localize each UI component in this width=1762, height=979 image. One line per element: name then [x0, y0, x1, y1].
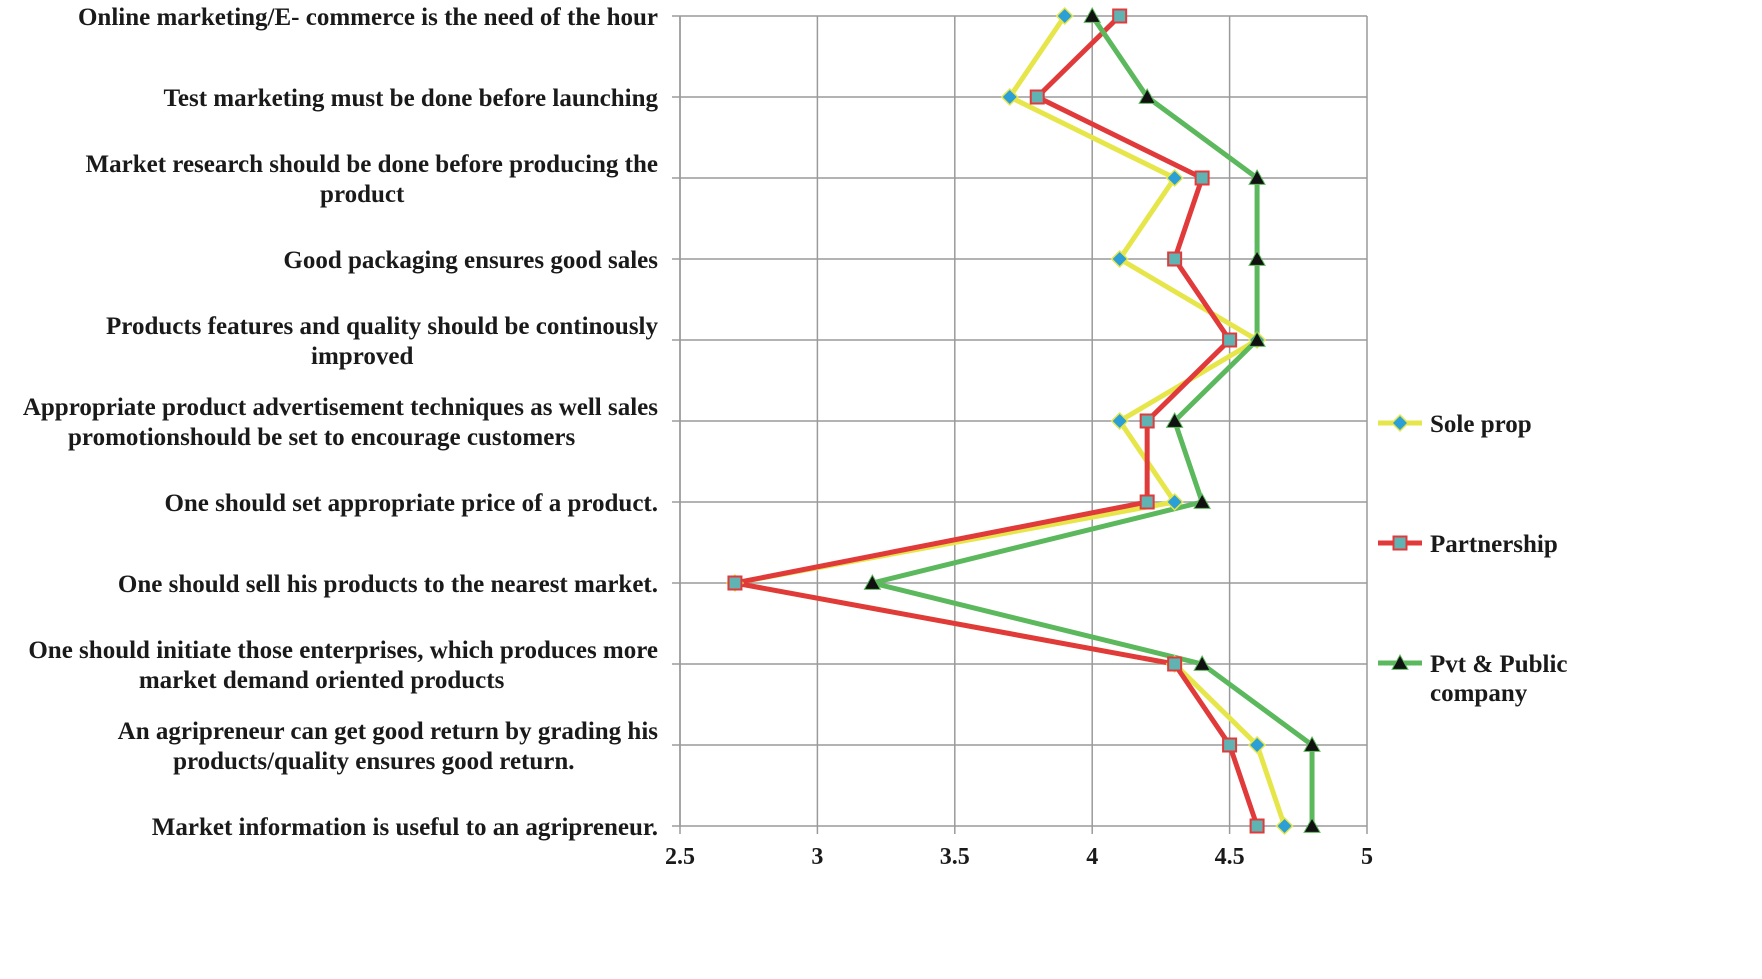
category-label: promotionshould be set to encourage cust…	[68, 424, 575, 451]
data-point-series-1	[1222, 737, 1238, 753]
data-point-series-0	[1165, 168, 1184, 188]
data-point-series-2	[1193, 492, 1211, 509]
data-point-series-2	[1165, 411, 1184, 428]
category-label: Market research should be done before pr…	[86, 151, 658, 178]
category-label: Market information is useful to an agrip…	[152, 814, 658, 841]
category-label: product	[320, 181, 405, 208]
data-point-series-1	[1167, 251, 1183, 267]
category-label: market demand oriented products	[139, 667, 505, 694]
data-point-series-0	[1000, 87, 1019, 107]
category-label: One should set appropriate price of a pr…	[164, 490, 658, 517]
data-point-series-2	[1138, 87, 1157, 104]
data-point-series-0	[1055, 6, 1074, 26]
data-point-series-1	[727, 575, 743, 591]
data-point-series-2	[1248, 330, 1266, 347]
category-label: improved	[311, 343, 413, 370]
legend-label: Pvt & Public	[1430, 651, 1568, 678]
data-point-series-1	[1029, 89, 1045, 105]
category-label: One should sell his products to the near…	[118, 571, 658, 598]
series-lines	[725, 6, 1321, 836]
category-label: One should initiate those enterprises, w…	[28, 637, 658, 664]
data-point-series-2	[1303, 735, 1321, 752]
data-point-series-1	[1249, 818, 1265, 834]
category-labels: Online marketing/E- commerce is the need…	[23, 4, 659, 841]
category-label: Good packaging ensures good sales	[283, 247, 658, 274]
data-point-series-1	[1139, 494, 1155, 510]
data-point-series-2	[1303, 816, 1321, 833]
data-point-series-2	[1248, 249, 1266, 266]
data-point-series-1	[1167, 656, 1183, 672]
x-tick-label: 4.5	[1215, 844, 1245, 870]
legend-marker-1	[1392, 535, 1408, 551]
data-point-series-2	[863, 573, 882, 590]
data-point-series-1	[1112, 8, 1128, 24]
category-label: Test marketing must be done before launc…	[164, 85, 659, 112]
data-point-series-1	[1139, 413, 1155, 429]
x-tick-label: 4	[1086, 844, 1098, 870]
x-axis-ticks: 2.5 3 3.5 4 4.5 5	[665, 844, 1373, 870]
category-label: Products features and quality should be …	[106, 313, 658, 340]
legend-marker-0	[1390, 413, 1410, 433]
grid	[672, 15, 1368, 834]
data-point-series-2	[1248, 168, 1266, 185]
data-point-series-1	[1222, 332, 1238, 348]
x-tick-label: 2.5	[665, 844, 695, 870]
x-tick-label: 3.5	[940, 844, 970, 870]
category-label: Online marketing/E- commerce is the need…	[78, 4, 658, 31]
data-point-series-0	[1275, 816, 1294, 836]
legend-marker-2	[1391, 653, 1409, 670]
category-label: An agripreneur can get good return by gr…	[118, 718, 659, 745]
data-point-series-0	[1165, 492, 1184, 512]
category-label: products/quality ensures good return.	[173, 748, 574, 775]
data-point-series-0	[1110, 411, 1129, 431]
category-label: Appropriate product advertisement techni…	[23, 394, 658, 421]
data-point-series-2	[1083, 6, 1102, 23]
data-point-series-0	[1110, 249, 1129, 269]
legend-label: Sole prop	[1430, 411, 1532, 438]
legend-label: Partnership	[1430, 531, 1558, 558]
data-point-series-2	[1193, 654, 1211, 671]
data-point-series-1	[1194, 170, 1210, 186]
data-point-series-0	[1248, 735, 1267, 755]
legend-label: company	[1430, 680, 1528, 707]
x-tick-label: 3	[811, 844, 823, 870]
x-tick-label: 5	[1361, 844, 1373, 870]
